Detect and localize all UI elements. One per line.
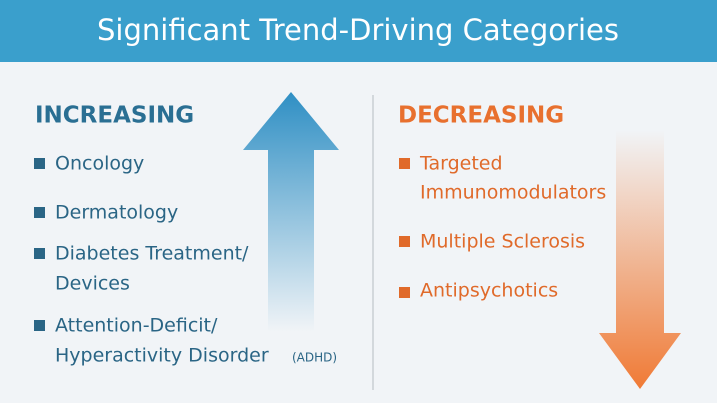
- up-arrow: [243, 92, 339, 332]
- bullet: [399, 158, 410, 169]
- item-text: Attention-Deficit/: [55, 315, 218, 337]
- item-text: Diabetes Treatment/: [55, 243, 249, 265]
- item-text: Dermatology: [55, 202, 178, 224]
- bullet: [399, 236, 410, 247]
- bullet: [34, 248, 45, 259]
- decreasing-heading: DECREASING: [398, 103, 564, 129]
- item-text: Antipsychotics: [420, 280, 558, 302]
- item-text: Immunomodulators: [420, 182, 606, 204]
- item-text: Devices: [55, 273, 130, 295]
- header-band: [0, 0, 717, 62]
- item-text: Multiple Sclerosis: [420, 231, 585, 253]
- down-arrow: [599, 130, 681, 389]
- title: Significant Trend-Driving Categories: [97, 13, 619, 47]
- bullet: [34, 320, 45, 331]
- item-text: Oncology: [55, 153, 144, 175]
- item-text: Hyperactivity Disorder: [55, 345, 269, 367]
- item-text: Targeted: [419, 153, 503, 175]
- bullet: [399, 287, 410, 298]
- bullet: [34, 207, 45, 218]
- item-note: (ADHD): [292, 351, 337, 365]
- bullet: [34, 158, 45, 169]
- increasing-heading: INCREASING: [35, 103, 194, 129]
